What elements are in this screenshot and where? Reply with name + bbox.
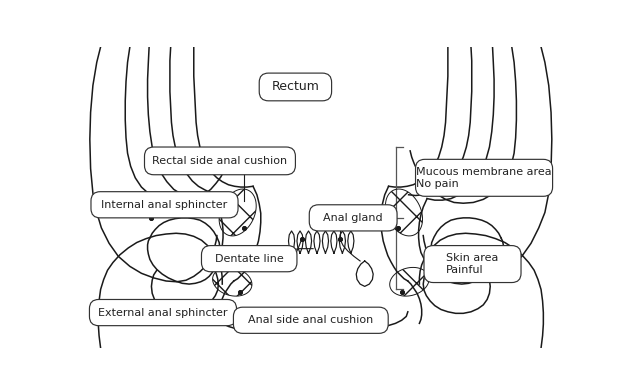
FancyBboxPatch shape (416, 160, 553, 196)
Text: Mucous membrane area
No pain: Mucous membrane area No pain (416, 167, 552, 188)
FancyBboxPatch shape (145, 147, 295, 175)
FancyBboxPatch shape (424, 246, 521, 283)
Text: Anal gland: Anal gland (324, 213, 383, 223)
FancyBboxPatch shape (202, 246, 297, 272)
Text: Rectum: Rectum (272, 81, 319, 93)
FancyBboxPatch shape (90, 300, 237, 326)
FancyBboxPatch shape (91, 192, 238, 218)
Text: Rectal side anal cushion: Rectal side anal cushion (152, 156, 287, 166)
FancyBboxPatch shape (233, 307, 388, 334)
Text: Internal anal sphincter: Internal anal sphincter (101, 200, 228, 210)
FancyBboxPatch shape (259, 73, 332, 101)
Text: Anal side anal cushion: Anal side anal cushion (248, 315, 374, 325)
FancyBboxPatch shape (309, 205, 397, 231)
Text: Dentate line: Dentate line (215, 254, 284, 264)
Text: External anal sphincter: External anal sphincter (98, 308, 228, 317)
Text: Skin area
Painful: Skin area Painful (446, 253, 499, 275)
